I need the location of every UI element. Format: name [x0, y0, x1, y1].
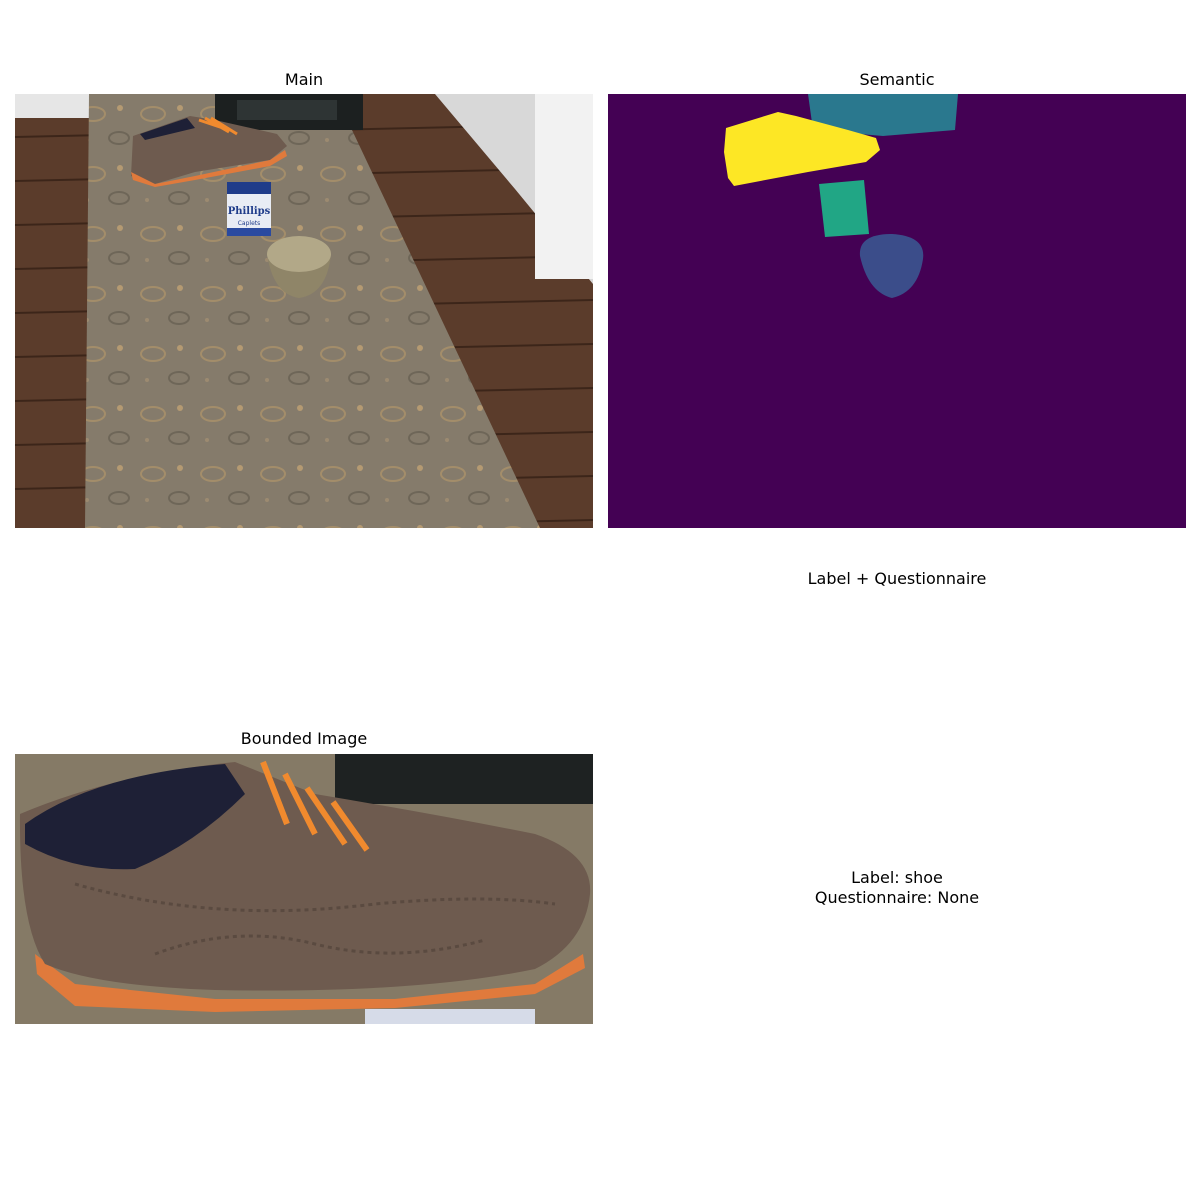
semantic-panel-title: Semantic — [608, 70, 1186, 89]
main-scene-image: Phillips Caplets — [15, 94, 593, 528]
medicine-box: Phillips Caplets — [227, 182, 271, 236]
wall-left — [15, 94, 90, 118]
bounded-box-edge — [365, 1009, 535, 1024]
bounded-panel-title: Bounded Image — [15, 729, 593, 748]
label-panel-title: Label + Questionnaire — [608, 569, 1186, 588]
semantic-mask-image — [608, 94, 1186, 528]
bounded-shoe-image — [15, 754, 593, 1024]
main-scene-svg: Phillips Caplets — [15, 94, 593, 528]
mask-background — [608, 94, 1186, 528]
box-brand-text: Phillips — [228, 206, 271, 217]
door — [535, 94, 593, 279]
mask-box — [819, 180, 869, 237]
bounded-shoe-svg — [15, 754, 593, 1024]
label-line: Label: shoe — [608, 868, 1186, 888]
box-subtext: Caplets — [238, 220, 261, 227]
main-panel-title: Main — [15, 70, 593, 89]
bounded-device — [335, 754, 593, 804]
questionnaire-line: Questionnaire: None — [608, 888, 1186, 908]
label-info: Label: shoe Questionnaire: None — [608, 868, 1186, 908]
semantic-mask-svg — [608, 94, 1186, 528]
